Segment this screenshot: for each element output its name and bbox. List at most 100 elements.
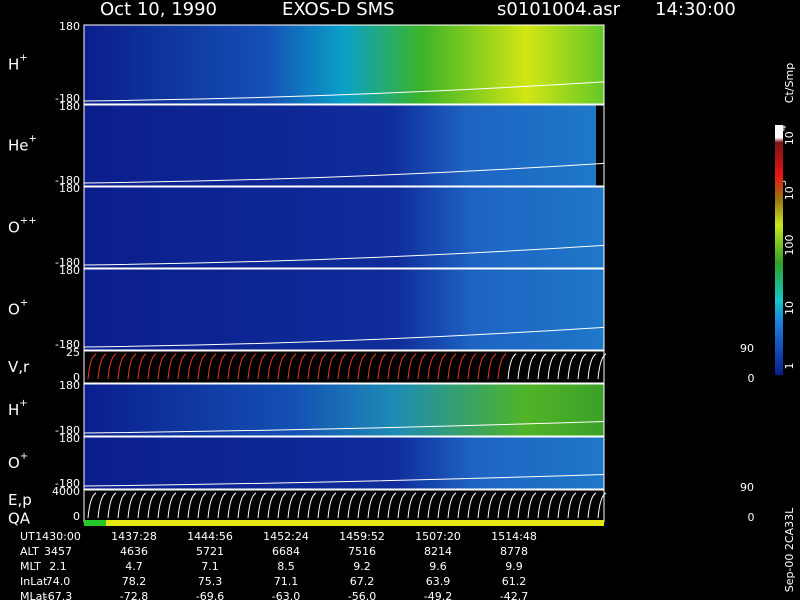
trace <box>587 492 597 519</box>
trace-line <box>83 326 605 348</box>
trace <box>527 353 537 380</box>
trace <box>197 492 207 519</box>
y-tick-label: -180 <box>55 174 80 187</box>
cell: 8778 <box>500 545 528 558</box>
trace-line <box>83 473 605 487</box>
trace-line <box>83 244 605 266</box>
cell: 1444:56 <box>187 530 233 543</box>
colorbar-tick-label-base: 1 <box>783 363 796 370</box>
trace <box>447 353 457 380</box>
trace <box>487 492 497 519</box>
panel-label-base: O <box>8 218 20 236</box>
panel-frame <box>83 186 605 269</box>
trace <box>147 492 157 519</box>
trace <box>317 353 327 380</box>
cell: 9.6 <box>429 560 447 573</box>
panel-label: V,r <box>8 358 30 376</box>
trace <box>337 353 347 380</box>
trace <box>347 492 357 519</box>
cell: -63.0 <box>272 590 300 600</box>
trace <box>447 492 457 519</box>
y-tick-label: 4000 <box>52 485 80 498</box>
trace <box>327 353 337 380</box>
panel-label-sup: + <box>20 298 28 309</box>
y-tick-label: -180 <box>55 477 80 490</box>
qa-bar-start <box>84 520 106 526</box>
trace <box>327 492 337 519</box>
cell: 9.2 <box>353 560 371 573</box>
panel-label-base: E,p <box>8 491 32 509</box>
cell: 8214 <box>424 545 452 558</box>
trace <box>357 492 367 519</box>
trace <box>307 492 317 519</box>
colorbar-tick-label-base: 100 <box>783 235 796 256</box>
cell: -69.6 <box>196 590 224 600</box>
cell: 63.9 <box>426 575 451 588</box>
trace <box>187 353 197 380</box>
trace <box>397 492 407 519</box>
colorbar-tick-label: 1 <box>783 363 796 370</box>
trace <box>467 353 477 380</box>
trace <box>467 492 477 519</box>
panel-label: H+ <box>8 398 28 419</box>
cell: 2.1 <box>49 560 67 573</box>
y-tick-label: 180 <box>59 20 80 33</box>
cell: 78.2 <box>122 575 147 588</box>
trace <box>387 353 397 380</box>
y2-tick-label: 0 <box>748 511 755 524</box>
cell: 61.2 <box>502 575 527 588</box>
trace <box>457 492 467 519</box>
trace <box>517 353 527 380</box>
panel-label: O++ <box>8 216 37 237</box>
trace <box>497 353 507 380</box>
cell: 1459:52 <box>339 530 385 543</box>
trace <box>537 492 547 519</box>
cell: 71.1 <box>274 575 299 588</box>
y2-tick-label: 90 <box>740 342 754 355</box>
cell: 7.1 <box>201 560 219 573</box>
row-label: ALT <box>20 545 39 558</box>
trace <box>457 353 467 380</box>
trace <box>517 492 527 519</box>
trace <box>167 492 177 519</box>
trace <box>567 492 577 519</box>
panel-label: He+ <box>8 134 37 155</box>
colorbar-tick-label: 10 <box>783 301 796 315</box>
qa-label: QA <box>8 510 31 528</box>
trace <box>147 353 157 380</box>
panel-label-base: H <box>8 55 19 73</box>
trace <box>197 353 207 380</box>
colorbar-tick-label-sup: 3 <box>778 180 789 186</box>
panel-frame <box>83 104 605 187</box>
trace <box>577 353 587 380</box>
trace <box>387 492 397 519</box>
trace <box>227 492 237 519</box>
trace <box>527 492 537 519</box>
panel-frame <box>83 268 605 351</box>
panels <box>83 24 607 523</box>
colorbar-tick-label-base: 10 <box>783 131 796 145</box>
panel-label: O+ <box>8 451 28 472</box>
trace <box>417 353 427 380</box>
cell: 1507:20 <box>415 530 461 543</box>
trace <box>107 492 117 519</box>
y-tick-label: 25 <box>66 346 80 359</box>
trace <box>477 492 487 519</box>
trace <box>177 353 187 380</box>
cell: 6684 <box>272 545 300 558</box>
instrument: EXOS-D SMS <box>282 0 395 20</box>
trace <box>127 353 137 380</box>
trace <box>177 492 187 519</box>
trace <box>427 353 437 380</box>
row-label: InLat <box>20 575 48 588</box>
panel-label-base: O <box>8 300 20 318</box>
cell: 4.7 <box>125 560 143 573</box>
trace <box>207 492 217 519</box>
trace <box>437 353 447 380</box>
panel-label-base: V,r <box>8 358 30 376</box>
y-tick-label: 0 <box>73 510 80 523</box>
cell: 74.0 <box>46 575 71 588</box>
trace <box>597 353 607 380</box>
